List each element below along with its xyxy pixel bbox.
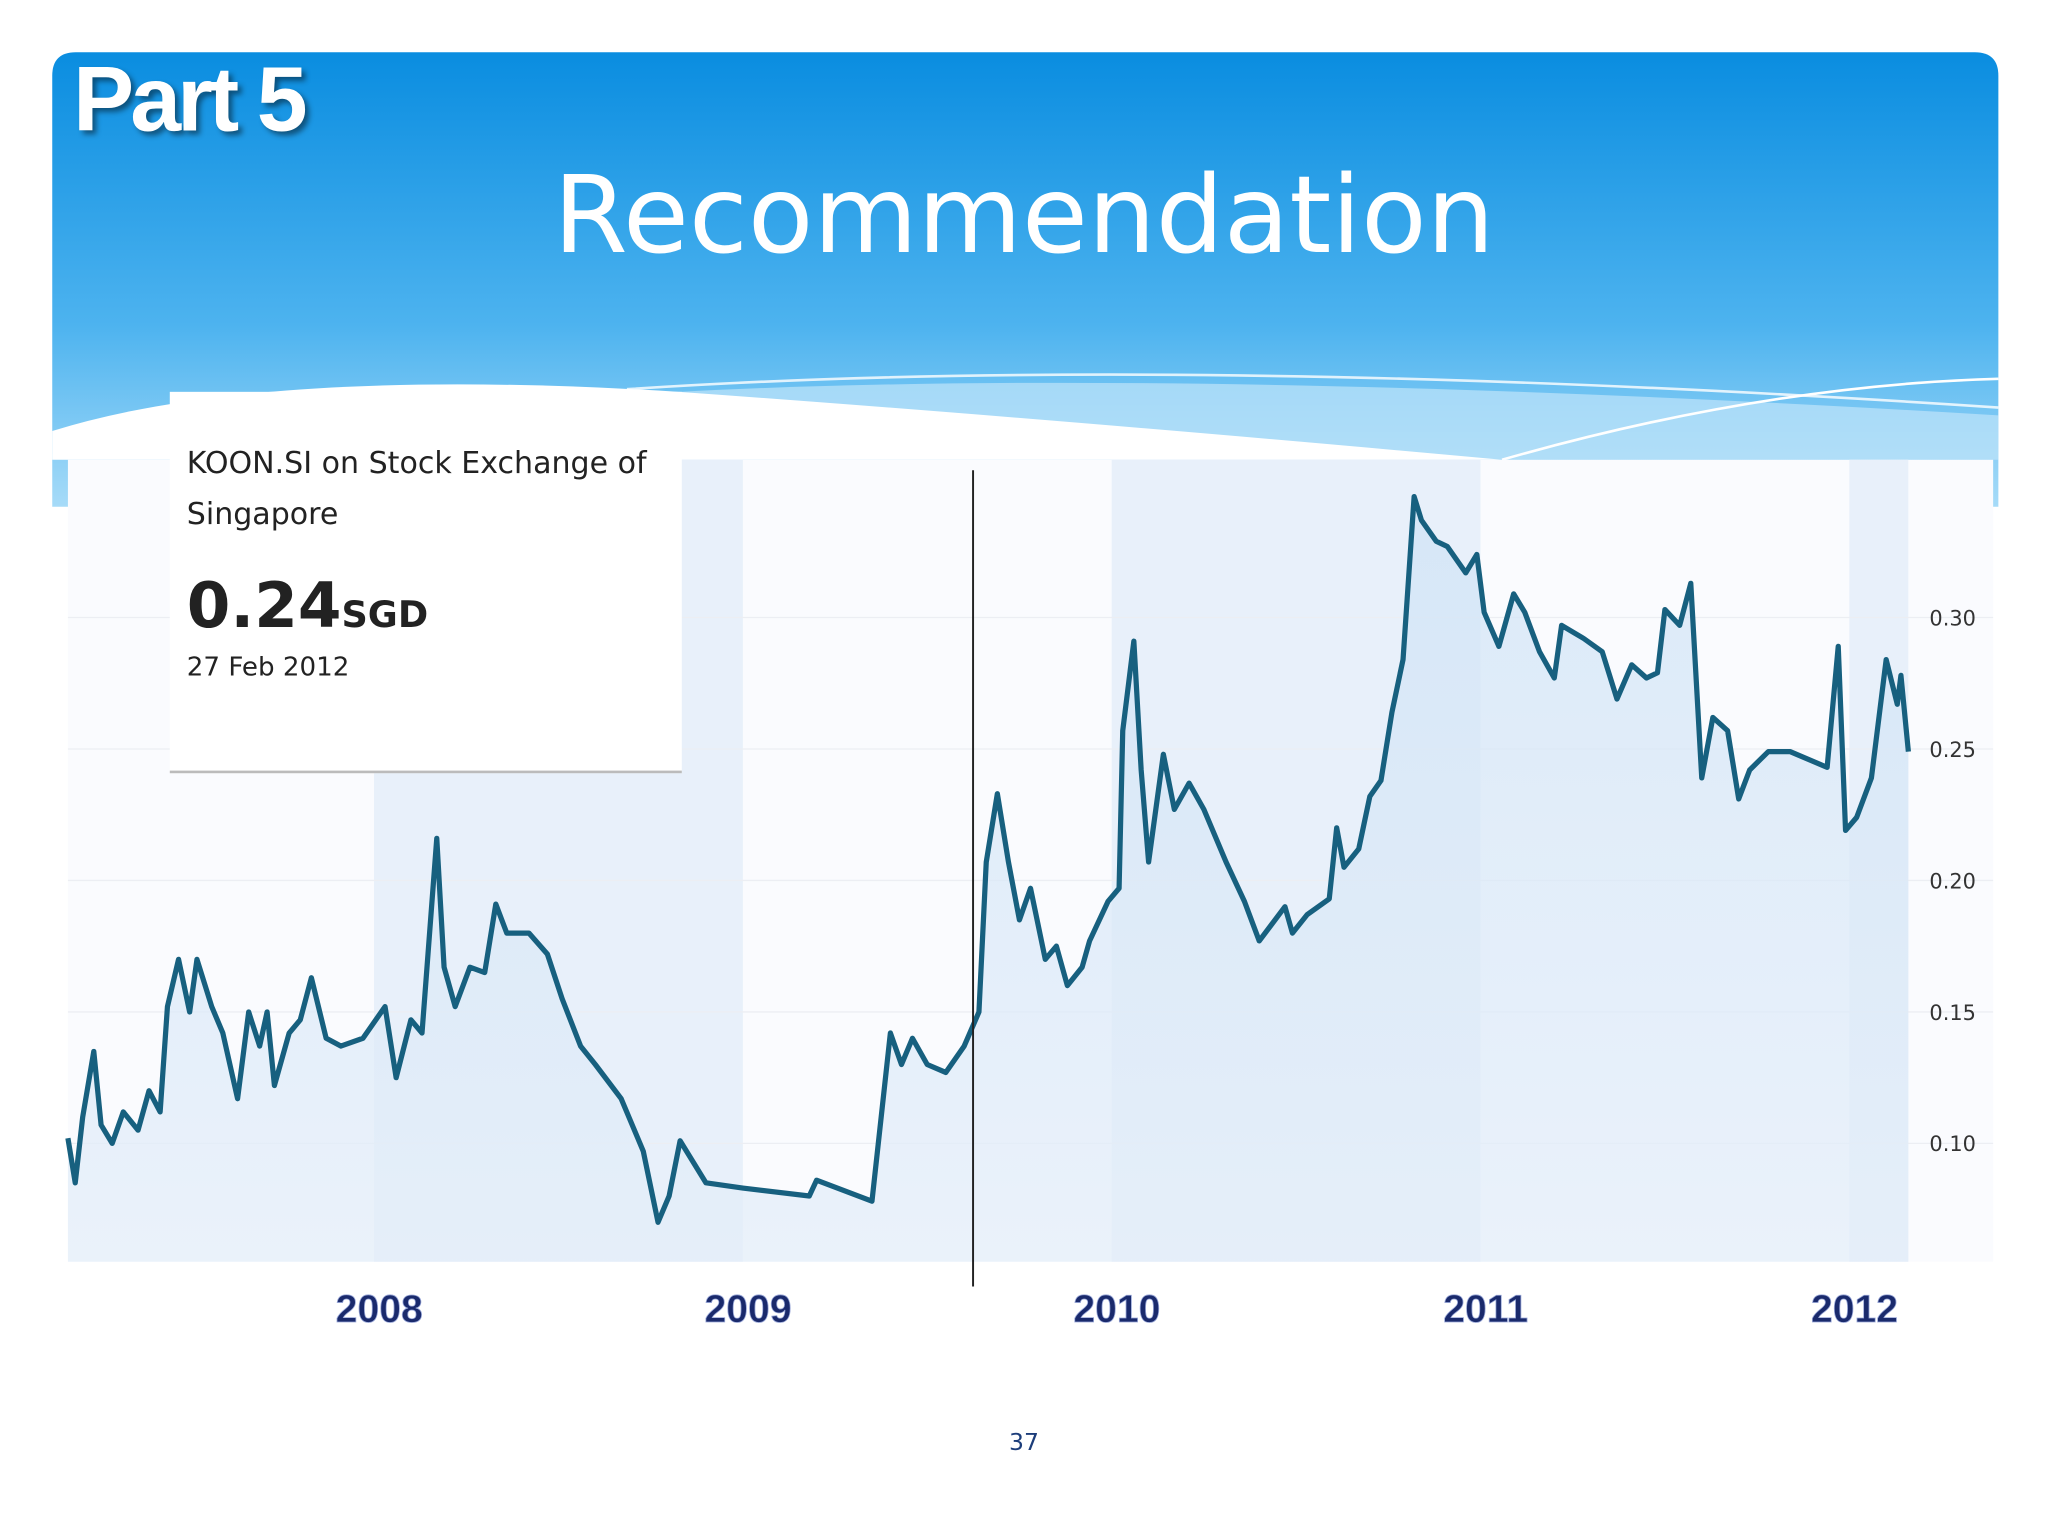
- current-price: 0.24SGD: [187, 569, 666, 642]
- quote-box: KOON.SI on Stock Exchange of Singapore 0…: [169, 391, 682, 774]
- x-tick-label: 2012: [1811, 1288, 1898, 1331]
- x-tick-label: 2011: [1443, 1288, 1528, 1331]
- slide-title: Recommendation: [553, 154, 1495, 279]
- currency: SGD: [341, 592, 429, 637]
- y-tick-label: 0.25: [1929, 738, 1975, 762]
- wave-line: [626, 373, 1999, 409]
- chart-title: KOON.SI on Stock Exchange of Singapore: [186, 446, 647, 532]
- quote-date: 27 Feb 2012: [186, 650, 350, 682]
- section-label: Part 5: [73, 48, 308, 151]
- price-value: 0.24: [186, 569, 342, 643]
- x-tick-label: 2008: [336, 1288, 423, 1331]
- page-number: 37: [1009, 1428, 1039, 1457]
- plot: 0.10 0.15 0.20 0.25 0.30 2008 2009 2010 2011 2012: [65, 459, 1994, 1331]
- y-tick-label: 0.30: [1929, 606, 1975, 630]
- y-tick-label: 0.20: [1929, 869, 1975, 893]
- area: [67, 496, 1909, 1262]
- y-tick-label: 0.15: [1929, 1001, 1975, 1025]
- y-tick-label: 0.10: [1929, 1132, 1975, 1156]
- wave-line: [1501, 377, 1999, 462]
- x-tick-label: 2009: [704, 1288, 791, 1331]
- x-tick-label: 2010: [1073, 1288, 1160, 1331]
- price-line: [65, 493, 1911, 1225]
